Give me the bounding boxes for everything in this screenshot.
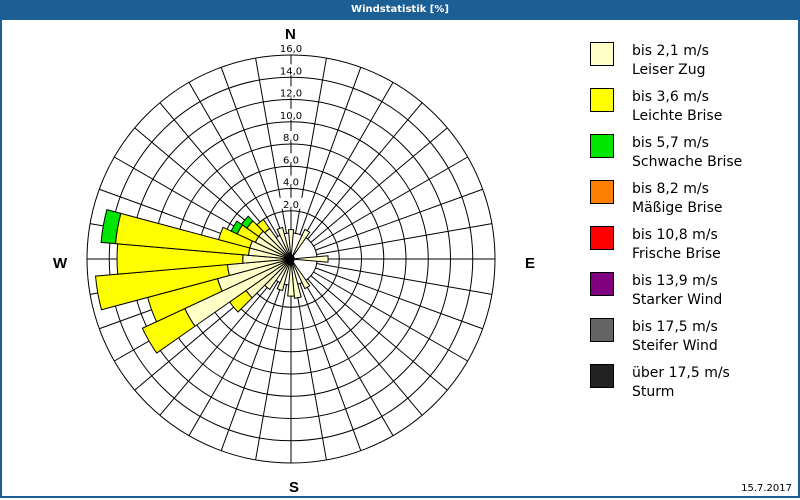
legend-label: Leiser Zug bbox=[632, 62, 706, 78]
grid-spoke bbox=[220, 283, 283, 451]
legend-swatch bbox=[590, 272, 614, 296]
legend-range: bis 17,5 m/s bbox=[632, 319, 718, 335]
grid-spoke bbox=[303, 281, 394, 436]
grid-spoke bbox=[307, 102, 423, 240]
grid-spoke bbox=[313, 271, 468, 362]
legend-swatch bbox=[590, 88, 614, 112]
compass-south: S bbox=[289, 479, 300, 496]
center-point bbox=[287, 255, 295, 263]
legend-label: Starker Wind bbox=[632, 292, 723, 308]
wind-sector bbox=[287, 229, 295, 260]
wind-sector bbox=[290, 228, 311, 260]
radial-tick-label: 16,0 bbox=[280, 44, 302, 55]
grid-spoke bbox=[307, 278, 423, 416]
grid-spoke bbox=[315, 188, 483, 251]
wind-sector bbox=[290, 255, 329, 263]
legend-label: Schwache Brise bbox=[632, 154, 743, 170]
grid-spoke bbox=[188, 82, 279, 237]
wind-sector bbox=[217, 226, 253, 249]
grid-spoke bbox=[310, 127, 448, 243]
legend-label: Mäßige Brise bbox=[632, 200, 723, 216]
grid-spoke bbox=[315, 267, 483, 330]
grid-spoke bbox=[299, 67, 362, 235]
legend-label: Leichte Brise bbox=[632, 108, 723, 124]
wind-sector bbox=[141, 307, 196, 354]
legend-swatch bbox=[590, 364, 614, 388]
legend-swatch bbox=[590, 226, 614, 250]
wind-sector bbox=[276, 258, 292, 292]
grid-spoke bbox=[313, 156, 468, 247]
grid-spoke bbox=[220, 67, 283, 235]
radial-tick-label: 2,0 bbox=[283, 200, 299, 211]
legend-label: Steifer Wind bbox=[632, 338, 718, 354]
wind-sector bbox=[287, 258, 295, 297]
legend-label: Sturm bbox=[632, 384, 675, 400]
radial-tick-label: 14,0 bbox=[280, 66, 302, 77]
legend-range: bis 3,6 m/s bbox=[632, 89, 709, 105]
radial-tick-label: 10,0 bbox=[280, 111, 302, 122]
grid-spoke bbox=[299, 283, 362, 451]
legend-range: bis 8,2 m/s bbox=[632, 181, 709, 197]
grid-spoke bbox=[159, 102, 275, 240]
grid-spoke bbox=[159, 278, 275, 416]
legend-swatch bbox=[590, 180, 614, 204]
wind-sector bbox=[290, 258, 302, 299]
radial-tick-label: 6,0 bbox=[283, 155, 299, 166]
wind-sector bbox=[94, 264, 230, 311]
radial-tick-label: 8,0 bbox=[283, 133, 299, 144]
compass-north: N bbox=[285, 26, 296, 43]
radial-tick-label: 4,0 bbox=[283, 178, 299, 189]
grid-spoke bbox=[188, 281, 279, 436]
legend-label: Frische Brise bbox=[632, 246, 721, 262]
grid-spoke bbox=[310, 275, 448, 391]
legend-range: bis 13,9 m/s bbox=[632, 273, 718, 289]
wind-sector bbox=[100, 209, 122, 245]
wind-sector bbox=[240, 215, 254, 229]
grid-spoke bbox=[303, 82, 394, 237]
window-title: Windstatistik [%] bbox=[0, 0, 800, 20]
wind-sector bbox=[256, 218, 271, 234]
legend-swatch bbox=[590, 318, 614, 342]
wind-sector bbox=[276, 226, 292, 260]
legend-range: bis 2,1 m/s bbox=[632, 43, 709, 59]
grid-spoke bbox=[295, 284, 327, 460]
grid-spoke bbox=[255, 284, 287, 460]
date-label: 15.7.2017 bbox=[741, 483, 792, 494]
compass-west: W bbox=[53, 255, 68, 272]
radial-tick-label: 12,0 bbox=[280, 89, 302, 100]
grid-spoke bbox=[316, 223, 492, 255]
legend-swatch bbox=[590, 134, 614, 158]
legend-swatch bbox=[590, 42, 614, 66]
legend-range: bis 10,8 m/s bbox=[632, 227, 718, 243]
legend-range: bis 5,7 m/s bbox=[632, 135, 709, 151]
legend-range: über 17,5 m/s bbox=[632, 365, 730, 381]
grid-spoke bbox=[316, 263, 492, 295]
wind-sector bbox=[290, 258, 311, 290]
compass-east: E bbox=[525, 255, 536, 272]
wind-sector bbox=[230, 220, 244, 235]
